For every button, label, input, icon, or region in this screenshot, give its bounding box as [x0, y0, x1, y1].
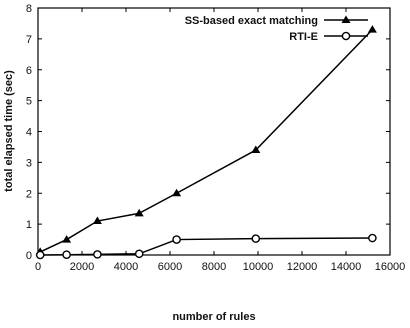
- x-tick-label: 6000: [158, 261, 182, 273]
- series-line-ss-based-exact-matching: [39, 29, 373, 253]
- plot-frame: [37, 7, 391, 256]
- series-layer: [35, 25, 377, 260]
- data-point-ss-based-exact-matching: [62, 235, 72, 243]
- y-axis-ticks: 0 1 2 3 4 5 6 7 8: [26, 3, 390, 262]
- y-axis-label: total elapsed time (sec): [3, 70, 15, 192]
- y-tick-label: 8: [26, 3, 32, 15]
- legend-label-rti: RTI-E: [289, 31, 318, 43]
- x-tick-label: 12000: [287, 261, 318, 273]
- data-point-rti-e: [35, 250, 45, 260]
- x-axis-label: number of rules: [172, 311, 255, 323]
- data-point-rti-e: [172, 235, 181, 244]
- legend-marker-ss: [341, 15, 351, 23]
- data-point-rti-e: [93, 250, 102, 259]
- x-tick-label: 4000: [114, 261, 138, 273]
- data-point-ss-based-exact-matching: [251, 145, 261, 154]
- legend-marker-rti: [341, 31, 351, 41]
- series-line-rti-e: [40, 237, 373, 256]
- x-tick-label: 16000: [375, 261, 406, 273]
- y-tick-label: 2: [26, 188, 32, 200]
- y-tick-label: 7: [26, 34, 32, 46]
- y-tick-label: 0: [26, 250, 32, 262]
- data-point-rti-e: [251, 234, 261, 243]
- data-point-ss-based-exact-matching: [172, 188, 182, 197]
- x-tick-label: 8000: [202, 261, 226, 273]
- legend: SS-based exact matching RTI-E: [185, 15, 368, 43]
- x-tick-label: 2000: [70, 261, 94, 273]
- data-point-rti-e: [368, 233, 377, 243]
- data-point-ss-based-exact-matching: [92, 216, 102, 225]
- data-point-ss-based-exact-matching: [134, 208, 144, 217]
- y-tick-label: 5: [26, 96, 32, 108]
- x-tick-label: 0: [35, 261, 41, 273]
- y-tick-label: 3: [26, 157, 32, 169]
- data-point-rti-e: [62, 250, 71, 259]
- y-tick-label: 1: [26, 219, 32, 231]
- data-point-rti-e: [134, 249, 144, 259]
- x-axis-ticks: 0 2000 4000 6000 8000 10000 12000 14000 16000: [35, 8, 405, 273]
- y-tick-label: 4: [26, 127, 32, 139]
- x-tick-label: 10000: [243, 261, 274, 273]
- legend-label-ss: SS-based exact matching: [185, 15, 318, 27]
- data-point-ss-based-exact-matching: [367, 25, 377, 33]
- y-tick-label: 6: [26, 65, 32, 77]
- x-tick-label: 14000: [331, 261, 362, 273]
